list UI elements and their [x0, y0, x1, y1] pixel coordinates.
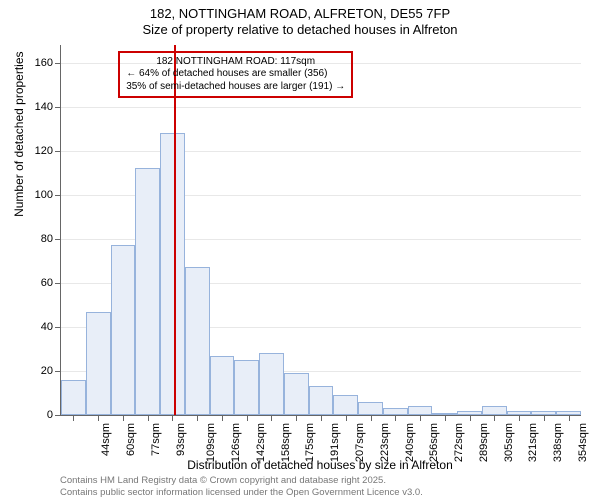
x-tick	[494, 415, 495, 421]
x-tick	[222, 415, 223, 421]
histogram-bar	[185, 267, 210, 415]
histogram-bar	[408, 406, 433, 415]
x-tick	[470, 415, 471, 421]
x-tick-label: 223sqm	[379, 423, 391, 462]
x-tick	[395, 415, 396, 421]
histogram-bar	[160, 133, 185, 415]
y-tick-label: 140	[35, 101, 53, 113]
histogram-bar	[309, 386, 334, 415]
x-tick	[544, 415, 545, 421]
histogram-bar	[358, 402, 383, 415]
y-tick-label: 60	[41, 277, 53, 289]
y-tick-label: 120	[35, 145, 53, 157]
x-tick	[98, 415, 99, 421]
x-tick-label: 77sqm	[150, 423, 162, 456]
x-tick	[445, 415, 446, 421]
annotation-line: ← 64% of detached houses are smaller (35…	[126, 68, 345, 81]
x-tick	[123, 415, 124, 421]
x-tick	[271, 415, 272, 421]
x-tick	[197, 415, 198, 421]
x-tick	[73, 415, 74, 421]
y-tick	[55, 371, 61, 372]
x-tick-label: 126sqm	[230, 423, 242, 462]
x-tick-label: 321sqm	[527, 423, 539, 462]
y-tick	[55, 63, 61, 64]
histogram-bar	[111, 245, 136, 415]
x-tick-label: 44sqm	[100, 423, 112, 456]
y-tick-label: 160	[35, 57, 53, 69]
y-tick	[55, 151, 61, 152]
histogram-bar	[482, 406, 507, 415]
y-tick-label: 100	[35, 189, 53, 201]
x-tick	[420, 415, 421, 421]
x-tick	[371, 415, 372, 421]
y-tick-label: 40	[41, 321, 53, 333]
x-tick-label: 109sqm	[206, 423, 218, 462]
property-size-chart: 182, NOTTINGHAM ROAD, ALFRETON, DE55 7FP…	[0, 0, 600, 500]
histogram-bar	[259, 353, 284, 415]
histogram-bar	[135, 168, 160, 415]
gridline	[61, 151, 581, 152]
y-tick-label: 0	[47, 409, 53, 421]
x-tick	[569, 415, 570, 421]
x-tick	[321, 415, 322, 421]
gridline	[61, 107, 581, 108]
annotation-line: 35% of semi-detached houses are larger (…	[126, 81, 345, 94]
y-tick-label: 20	[41, 365, 53, 377]
annotation-line: 182 NOTTINGHAM ROAD: 117sqm	[126, 56, 345, 69]
x-tick-label: 272sqm	[453, 423, 465, 462]
x-tick	[519, 415, 520, 421]
plot-area: 02040608010012014016044sqm60sqm77sqm93sq…	[60, 45, 581, 416]
x-tick-label: 191sqm	[329, 423, 341, 462]
y-tick	[55, 415, 61, 416]
histogram-bar	[383, 408, 408, 415]
x-tick-label: 158sqm	[280, 423, 292, 462]
y-tick	[55, 239, 61, 240]
x-tick-label: 354sqm	[577, 423, 589, 462]
y-tick	[55, 327, 61, 328]
x-tick-label: 60sqm	[125, 423, 137, 456]
x-tick-label: 175sqm	[305, 423, 317, 462]
histogram-bar	[86, 312, 111, 416]
footer-attribution: Contains HM Land Registry data © Crown c…	[60, 475, 423, 498]
histogram-bar	[210, 356, 235, 415]
x-tick-label: 240sqm	[404, 423, 416, 462]
property-marker-line	[174, 45, 176, 415]
footer-line-1: Contains HM Land Registry data © Crown c…	[60, 475, 423, 486]
histogram-bar	[333, 395, 358, 415]
y-tick	[55, 283, 61, 284]
x-tick	[346, 415, 347, 421]
y-tick	[55, 195, 61, 196]
x-tick-label: 256sqm	[428, 423, 440, 462]
annotation-box: 182 NOTTINGHAM ROAD: 117sqm← 64% of deta…	[118, 51, 353, 99]
x-tick	[172, 415, 173, 421]
chart-title: 182, NOTTINGHAM ROAD, ALFRETON, DE55 7FP	[0, 6, 600, 21]
x-tick	[247, 415, 248, 421]
y-tick-label: 80	[41, 233, 53, 245]
histogram-bar	[61, 380, 86, 415]
chart-subtitle: Size of property relative to detached ho…	[0, 22, 600, 37]
x-tick	[148, 415, 149, 421]
x-tick-label: 289sqm	[478, 423, 490, 462]
x-axis-label: Distribution of detached houses by size …	[0, 458, 600, 472]
histogram-bar	[234, 360, 259, 415]
y-axis-label: Number of detached properties	[12, 51, 26, 216]
footer-line-2: Contains public sector information licen…	[60, 487, 423, 498]
x-tick-label: 338sqm	[552, 423, 564, 462]
x-tick-label: 305sqm	[503, 423, 515, 462]
histogram-bar	[284, 373, 309, 415]
y-tick	[55, 107, 61, 108]
x-tick-label: 142sqm	[255, 423, 267, 462]
x-tick-label: 93sqm	[175, 423, 187, 456]
x-tick-label: 207sqm	[354, 423, 366, 462]
x-tick	[296, 415, 297, 421]
